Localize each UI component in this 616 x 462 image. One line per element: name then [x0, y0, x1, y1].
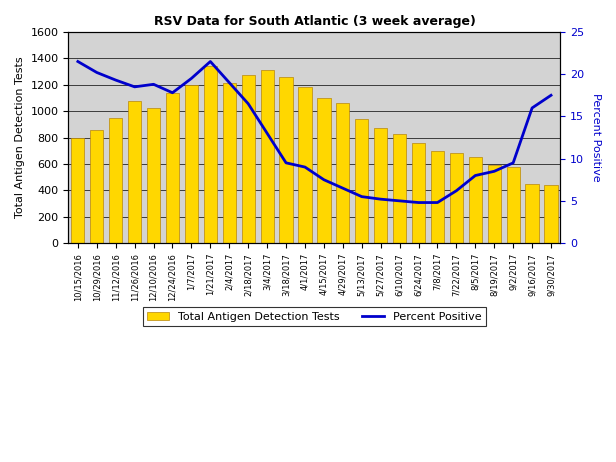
Title: RSV Data for South Atlantic (3 week average): RSV Data for South Atlantic (3 week aver…: [153, 15, 476, 28]
Bar: [469, 157, 482, 243]
Bar: [204, 66, 217, 243]
Bar: [355, 119, 368, 243]
Bar: [90, 130, 103, 243]
Bar: [336, 103, 349, 243]
Bar: [525, 184, 539, 243]
Bar: [412, 143, 425, 243]
Bar: [241, 75, 255, 243]
Bar: [222, 84, 236, 243]
Bar: [488, 165, 501, 243]
Bar: [298, 87, 312, 243]
Legend: Total Antigen Detection Tests, Percent Positive: Total Antigen Detection Tests, Percent P…: [143, 307, 486, 326]
Bar: [374, 128, 387, 243]
Bar: [185, 85, 198, 243]
Bar: [280, 77, 293, 243]
Bar: [147, 109, 160, 243]
Bar: [109, 118, 123, 243]
Bar: [128, 101, 141, 243]
Bar: [393, 134, 406, 243]
Bar: [506, 166, 520, 243]
Bar: [450, 153, 463, 243]
Bar: [431, 152, 444, 243]
Bar: [166, 93, 179, 243]
Y-axis label: Percent Positive: Percent Positive: [591, 93, 601, 182]
Y-axis label: Total Antigen Detection Tests: Total Antigen Detection Tests: [15, 57, 25, 219]
Bar: [261, 70, 274, 243]
Bar: [71, 138, 84, 243]
Bar: [317, 98, 331, 243]
Bar: [545, 185, 557, 243]
